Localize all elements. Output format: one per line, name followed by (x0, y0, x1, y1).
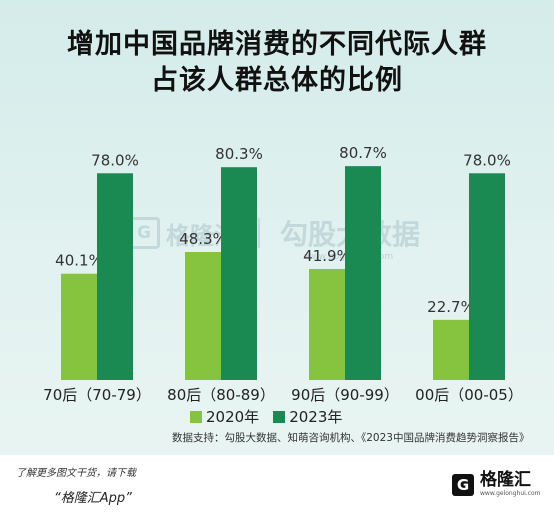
data-label-2023年-1: 80.3% (215, 145, 263, 163)
legend-item-2023: 2023年 (273, 406, 342, 427)
bar-2023年-1 (221, 167, 257, 380)
bar-2020年-1 (185, 252, 221, 380)
data-label-2020年-2: 41.9% (303, 247, 351, 265)
category-label-3: 00后（00-05） (415, 386, 523, 404)
bar-2020年-0 (61, 273, 97, 380)
legend-label-2023: 2023年 (289, 408, 343, 426)
footer: 了解更多图文干货，请下载 “格隆汇App” G 格隆汇 www.gelonghu… (0, 455, 554, 525)
data-label-2020年-0: 40.1% (55, 252, 103, 270)
legend-swatch-2023 (273, 410, 286, 423)
brand-logo: G 格隆汇 www.gelonghui.com (452, 472, 541, 497)
legend-swatch-2020 (190, 410, 202, 423)
brand-name: 格隆汇 (480, 470, 531, 490)
chart-title-line2: 占该人群总体的比例 (151, 65, 403, 96)
promo-text: 了解更多图文干货，请下载 (16, 468, 136, 479)
category-label-0: 70后（70-79） (43, 386, 151, 404)
chart-card: 增加中国品牌消费的不同代际人群 占该人群总体的比例 G 格隆汇 勾股大数据 ww… (0, 0, 554, 455)
bar-2023年-2 (345, 166, 381, 380)
data-source-note: 数据支持：勾股大数据、知萌咨询机构、《2023中国品牌消费趋势洞察报告》 (172, 432, 530, 444)
category-label-1: 80后（80-89） (167, 386, 275, 404)
data-label-2020年-3: 22.7% (427, 298, 475, 316)
category-label-2: 90后（90-99） (291, 386, 399, 404)
legend-item-2020: 2020年 (190, 406, 259, 427)
promo-app-name: “格隆汇App” (54, 491, 132, 506)
bar-chart: 40.1% 78.0% 70后（70-79） 48.3% 80.3% 80后（80-89）… (43, 144, 523, 404)
bar-2020年-2 (309, 268, 345, 380)
bar-2023年-0 (97, 173, 133, 380)
brand-url: www.gelonghui.com (480, 490, 541, 497)
data-label-2023年-0: 78.0% (91, 151, 139, 169)
legend-label-2020: 2020年 (206, 408, 260, 426)
brand-logo-icon: G (452, 473, 474, 496)
data-label-2023年-2: 80.7% (339, 144, 387, 162)
legend: 2020年 2023年 (190, 406, 342, 427)
data-label-2020年-1: 48.3% (179, 230, 227, 248)
data-label-2023年-3: 78.0% (463, 151, 511, 169)
chart-title-line1: 增加中国品牌消费的不同代际人群 (67, 29, 487, 60)
bar-2020年-3 (433, 319, 469, 380)
bar-2023年-3 (469, 173, 505, 380)
